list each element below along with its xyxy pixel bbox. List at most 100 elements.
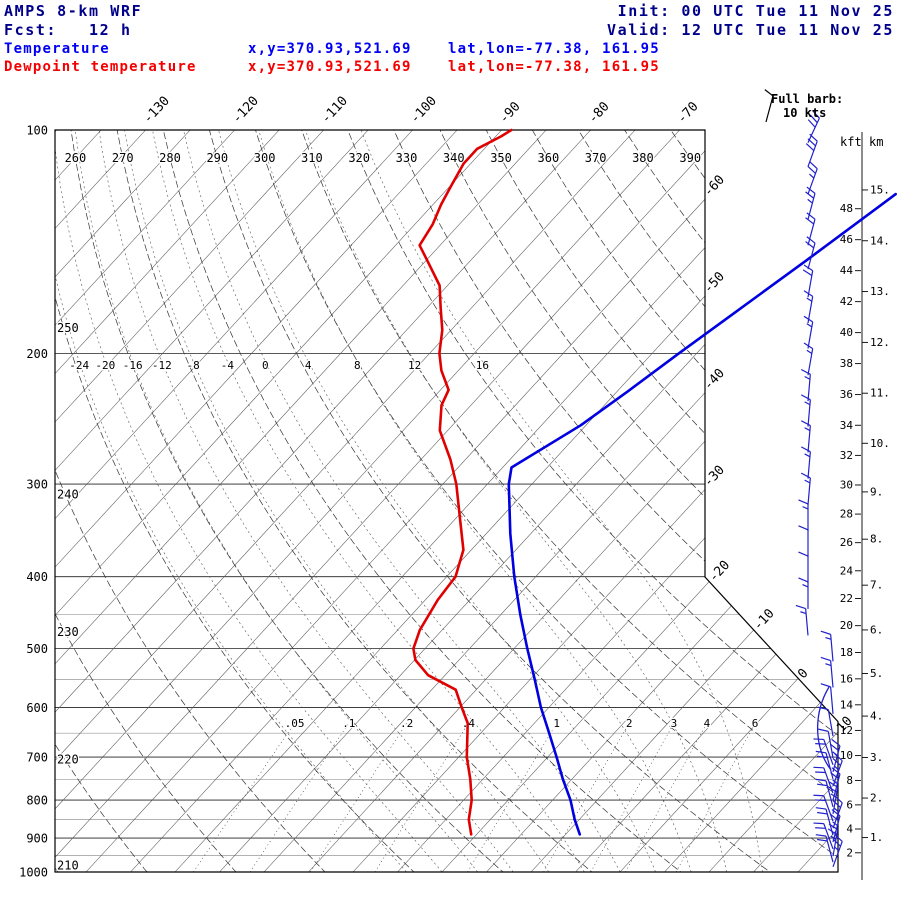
svg-text:-16: -16 — [123, 359, 143, 372]
svg-text:10: 10 — [840, 749, 853, 762]
svg-text:.2: .2 — [400, 717, 413, 730]
valid-time: Valid: 12 UTC Tue 11 Nov 25 — [606, 21, 894, 39]
svg-text:8: 8 — [846, 774, 853, 787]
temperature-xy: x,y=370.93,521.69 — [248, 41, 412, 57]
svg-text:22: 22 — [840, 592, 853, 605]
svg-text:270: 270 — [112, 151, 134, 165]
svg-text:1.: 1. — [870, 831, 883, 844]
svg-text:18: 18 — [840, 646, 853, 659]
svg-text:-80: -80 — [586, 99, 613, 126]
svg-text:7.: 7. — [870, 579, 883, 592]
plot-border — [54, 129, 839, 873]
svg-text:-4: -4 — [221, 359, 235, 372]
svg-text:9.: 9. — [870, 485, 883, 498]
svg-text:-100: -100 — [408, 94, 440, 127]
svg-text:1000: 1000 — [19, 866, 48, 880]
svg-text:900: 900 — [26, 832, 48, 846]
svg-text:km: km — [869, 135, 883, 149]
svg-text:310: 310 — [301, 151, 323, 165]
svg-text:1: 1 — [553, 717, 560, 730]
svg-text:38: 38 — [840, 357, 853, 370]
svg-text:290: 290 — [206, 151, 228, 165]
svg-text:4: 4 — [305, 359, 312, 372]
svg-text:8.: 8. — [870, 533, 883, 546]
svg-text:26: 26 — [840, 536, 853, 549]
model-title: AMPS 8-km WRF — [4, 2, 143, 20]
svg-text:6: 6 — [846, 798, 853, 811]
full-barb-label: Full barb: — [771, 92, 844, 106]
svg-text:16: 16 — [476, 359, 489, 372]
svg-text:340: 340 — [443, 151, 465, 165]
svg-text:12: 12 — [408, 359, 421, 372]
svg-text:300: 300 — [26, 478, 48, 492]
svg-text:10.: 10. — [870, 437, 890, 450]
svg-text:4: 4 — [846, 823, 853, 836]
svg-text:230: 230 — [57, 625, 79, 639]
svg-text:320: 320 — [348, 151, 370, 165]
svg-text:-10: -10 — [751, 606, 778, 633]
svg-text:-110: -110 — [319, 94, 351, 127]
svg-text:.05: .05 — [285, 717, 305, 730]
svg-text:-12: -12 — [152, 359, 172, 372]
dewpoint-curve — [412, 128, 513, 836]
svg-text:240: 240 — [57, 488, 79, 502]
svg-text:220: 220 — [57, 752, 79, 766]
svg-text:16: 16 — [840, 672, 853, 685]
temperature-legend: Temperature — [4, 41, 110, 57]
init-time: Init: 00 UTC Tue 11 Nov 25 — [617, 2, 894, 20]
svg-text:14: 14 — [840, 698, 854, 711]
svg-text:-20: -20 — [706, 558, 733, 585]
svg-text:400: 400 — [26, 570, 48, 584]
svg-text:500: 500 — [26, 642, 48, 656]
svg-text:390: 390 — [679, 151, 701, 165]
svg-text:280: 280 — [159, 151, 181, 165]
dewpoint-legend: Dewpoint temperature — [4, 59, 197, 75]
svg-text:380: 380 — [632, 151, 654, 165]
svg-text:-120: -120 — [230, 94, 262, 127]
svg-text:kft: kft — [840, 135, 862, 149]
svg-text:330: 330 — [396, 151, 418, 165]
svg-text:3.: 3. — [870, 751, 883, 764]
svg-text:4: 4 — [704, 717, 711, 730]
svg-text:42: 42 — [840, 295, 853, 308]
dewpoint-latlon: lat,lon=-77.38, 161.95 — [448, 59, 660, 75]
svg-text:.1: .1 — [342, 717, 355, 730]
svg-text:260: 260 — [65, 151, 87, 165]
svg-text:-24: -24 — [69, 359, 89, 372]
svg-text:300: 300 — [254, 151, 276, 165]
svg-text:200: 200 — [26, 347, 48, 361]
svg-text:360: 360 — [538, 151, 560, 165]
svg-text:-130: -130 — [141, 94, 173, 127]
svg-text:700: 700 — [26, 751, 48, 765]
svg-text:30: 30 — [840, 478, 853, 491]
svg-text:36: 36 — [840, 388, 853, 401]
svg-text:12.: 12. — [870, 336, 890, 349]
svg-text:24: 24 — [840, 564, 854, 577]
svg-text:600: 600 — [26, 701, 48, 715]
svg-text:210: 210 — [57, 858, 79, 872]
forecast-hour: Fcst: 12 h — [4, 21, 132, 39]
svg-text:6: 6 — [752, 717, 759, 730]
svg-text:48: 48 — [840, 202, 853, 215]
svg-text:5.: 5. — [870, 667, 883, 680]
svg-text:350: 350 — [490, 151, 512, 165]
svg-text:44: 44 — [840, 264, 854, 277]
svg-text:-70: -70 — [675, 99, 702, 126]
svg-text:-8: -8 — [187, 359, 200, 372]
grid — [55, 130, 838, 872]
svg-text:2: 2 — [626, 717, 633, 730]
barb-cluster-arc — [816, 686, 832, 771]
svg-text:8: 8 — [354, 359, 361, 372]
svg-text:15.: 15. — [870, 183, 890, 196]
svg-text:2.: 2. — [870, 792, 883, 805]
full-barb-icon — [764, 89, 774, 123]
temperature-latlon: lat,lon=-77.38, 161.95 — [448, 41, 660, 57]
svg-text:6.: 6. — [870, 623, 883, 636]
svg-text:-90: -90 — [497, 99, 524, 126]
svg-text:13.: 13. — [870, 285, 890, 298]
svg-text:100: 100 — [26, 124, 48, 138]
svg-text:14.: 14. — [870, 234, 890, 247]
svg-text:46: 46 — [840, 233, 853, 246]
full-barb-value: 10 kts — [783, 106, 827, 120]
